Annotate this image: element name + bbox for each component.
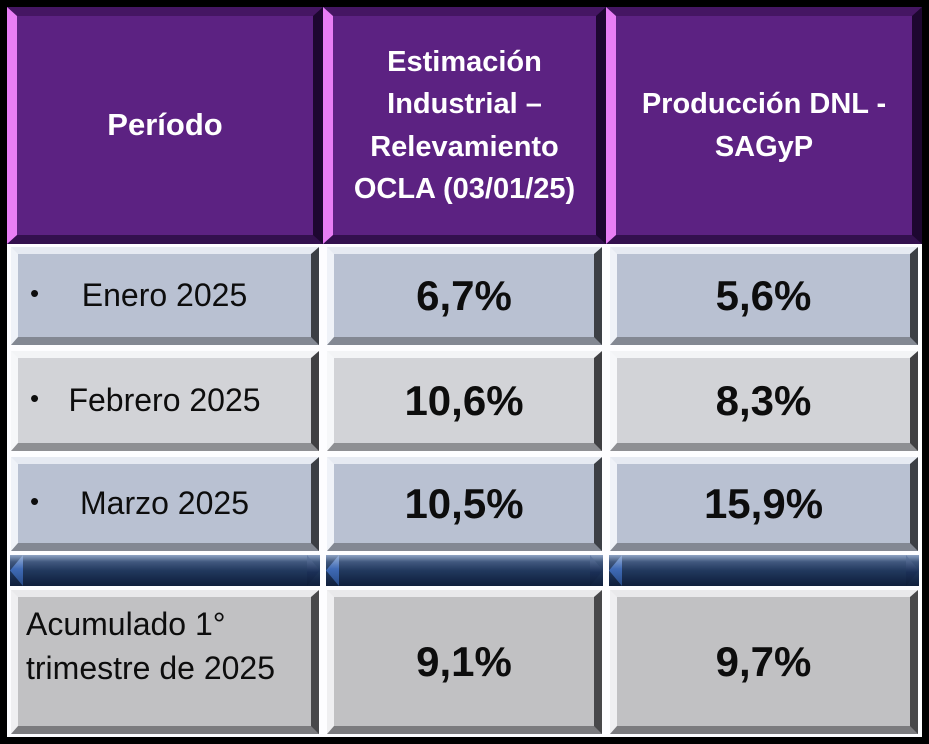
summary-ocla-value: 9,1% (327, 590, 602, 734)
value-text: 9,7% (715, 637, 812, 685)
row-febrero-period: • Febrero 2025 (11, 351, 319, 451)
row-enero-ocla-value: 6,7% (327, 247, 602, 345)
row-febrero-label: Febrero 2025 (68, 382, 261, 418)
row-marzo-label: Marzo 2025 (80, 485, 249, 521)
row-febrero-dnl-value: 8,3% (610, 351, 918, 451)
header-produccion-dnl: Producción DNL - SAGyP (606, 7, 922, 244)
bullet-icon: • (30, 277, 40, 308)
separator-right-cap (307, 555, 320, 586)
separator-bar (326, 555, 603, 586)
value-text: 10,6% (404, 376, 524, 424)
row-enero-period: • Enero 2025 (11, 247, 319, 345)
row-enero-label: Enero 2025 (81, 277, 248, 313)
separator-bar (609, 555, 919, 586)
header-periodo-label: Período (107, 107, 223, 143)
value-text: 6,7% (416, 271, 512, 319)
header-produccion-dnl-label: Producción DNL - SAGyP (641, 88, 887, 163)
bullet-icon: • (30, 485, 40, 516)
row-marzo-ocla-value: 10,5% (327, 457, 602, 551)
separator-bar (10, 555, 320, 586)
separator-left-cap (326, 555, 339, 586)
value-text: 15,9% (703, 479, 824, 527)
row-marzo-dnl-value: 15,9% (610, 457, 918, 551)
value-text: 8,3% (715, 376, 812, 424)
row-enero-dnl-value: 5,6% (610, 247, 918, 345)
value-text: 10,5% (404, 479, 524, 527)
separator-right-cap (906, 555, 919, 586)
separator-left-cap (10, 555, 23, 586)
dairy-production-table: Período Estimación Industrial – Relevami… (7, 7, 922, 737)
value-text: 5,6% (715, 271, 812, 319)
row-marzo-period: • Marzo 2025 (11, 457, 319, 551)
header-periodo: Período (7, 7, 323, 244)
summary-period: Acumulado 1° trimestre de 2025 (11, 590, 319, 734)
value-text: 9,1% (416, 637, 512, 685)
summary-label: Acumulado 1° trimestre de 2025 (26, 606, 276, 686)
separator-right-cap (590, 555, 603, 586)
row-febrero-ocla-value: 10,6% (327, 351, 602, 451)
summary-dnl-value: 9,7% (610, 590, 918, 734)
separator-left-cap (609, 555, 622, 586)
bullet-icon: • (30, 382, 40, 413)
header-estimacion-ocla-label: Estimación Industrial – Relevamiento OCL… (353, 46, 576, 205)
header-estimacion-ocla: Estimación Industrial – Relevamiento OCL… (323, 7, 606, 244)
